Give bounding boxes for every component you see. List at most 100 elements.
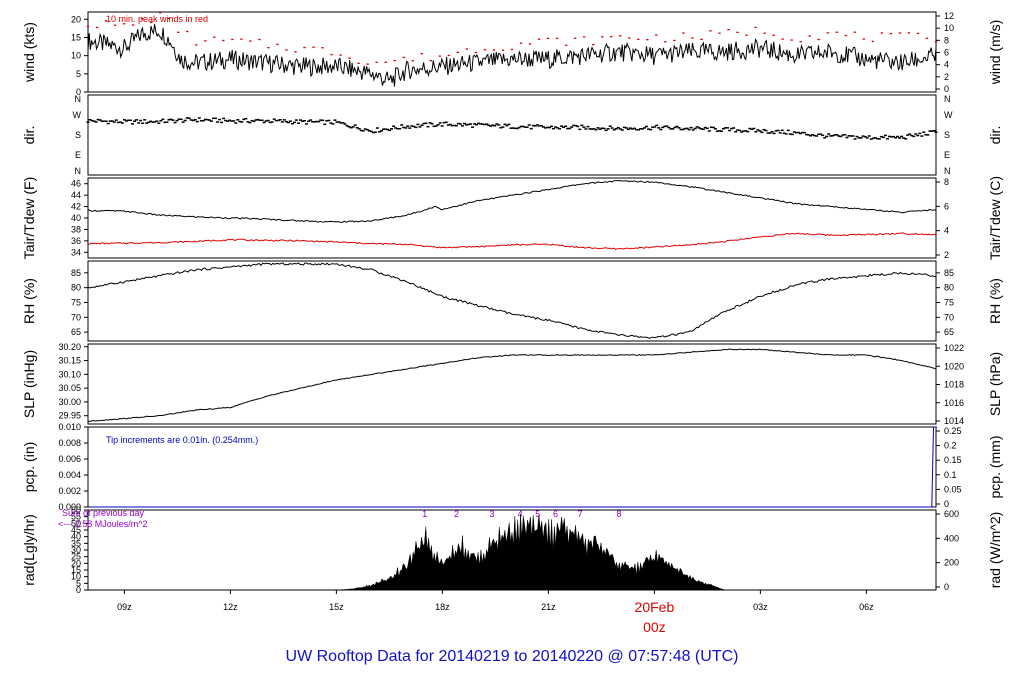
dir-point — [859, 137, 863, 139]
dir-point — [681, 128, 685, 131]
dir-point — [139, 119, 143, 122]
dir-point — [898, 137, 902, 139]
dir-point — [333, 119, 337, 121]
ylabel-left-temperature: Tair/Tdew (F) — [21, 177, 37, 259]
dir-point — [157, 122, 161, 124]
dir-point — [216, 121, 220, 123]
dir-point — [671, 128, 675, 130]
dir-point — [499, 126, 503, 129]
ytick-label-right: W — [944, 110, 953, 120]
ytick-label-right: 80 — [944, 283, 954, 293]
dir-point — [238, 120, 242, 123]
dir-point — [511, 127, 515, 129]
dir-point — [930, 130, 934, 132]
dir-point — [612, 129, 616, 131]
ytick-label-right: 0.1 — [944, 470, 957, 480]
ytick-label-right: 0 — [944, 499, 949, 509]
dir-point — [230, 120, 234, 122]
dir-point — [373, 131, 377, 133]
dir-point — [622, 126, 626, 129]
ytick-label-left: 0.006 — [58, 454, 81, 464]
dir-point — [914, 133, 918, 135]
dir-point — [179, 118, 183, 121]
dir-point — [388, 129, 392, 132]
ytick-label-left: 0.002 — [58, 486, 81, 496]
dir-point — [580, 124, 584, 127]
dir-point — [106, 122, 110, 125]
dir-point — [835, 134, 839, 136]
dir-point — [549, 125, 553, 128]
dir-point — [851, 135, 855, 137]
dir-point — [709, 126, 713, 129]
ytick-label-right: 0.2 — [944, 441, 957, 451]
dir-point — [800, 131, 804, 134]
dir-point — [906, 134, 910, 136]
dir-point — [693, 127, 697, 130]
dir-point — [317, 120, 321, 123]
dir-point — [432, 125, 436, 128]
dir-point — [305, 123, 309, 125]
dir-point — [547, 126, 551, 129]
dir-point — [422, 122, 426, 125]
dir-point — [568, 127, 572, 130]
dir-point — [232, 120, 236, 122]
dir-point — [798, 132, 802, 135]
dir-point — [744, 130, 748, 132]
dir-point — [894, 136, 898, 139]
dir-point — [588, 128, 592, 130]
dir-point — [505, 124, 509, 127]
dir-point — [641, 128, 645, 130]
annotation-wind: 10 min. peak winds in red — [106, 14, 208, 24]
ytick-label-left: 35 — [71, 538, 81, 548]
panel-frame-slp — [87, 343, 937, 425]
dir-point — [833, 134, 837, 136]
dir-point — [673, 126, 677, 129]
ytick-label-left: 45 — [71, 525, 81, 535]
rad-marker: 6 — [553, 509, 558, 519]
dir-point — [529, 127, 533, 130]
dir-point — [742, 130, 746, 132]
dir-point — [359, 129, 363, 132]
dir-point — [790, 133, 794, 136]
dir-point — [379, 130, 383, 132]
dir-point — [299, 119, 303, 121]
dir-point — [155, 120, 159, 122]
dir-point — [331, 123, 335, 125]
dir-point — [189, 119, 193, 121]
dir-point — [926, 134, 930, 136]
dir-point — [147, 121, 151, 124]
dir-point — [740, 131, 744, 133]
dir-point — [384, 128, 388, 130]
dir-point — [234, 122, 238, 124]
dir-point — [272, 118, 276, 120]
dir-point — [586, 125, 590, 128]
ytick-label-left: 5 — [76, 578, 81, 588]
rad-marker: 4 — [518, 509, 523, 519]
dir-point — [151, 121, 155, 123]
ytick-label-left: 34 — [71, 247, 81, 257]
ylabel-right-rh: RH (%) — [987, 278, 1003, 324]
dir-point — [819, 133, 823, 135]
dir-point — [256, 118, 260, 121]
dir-point — [908, 133, 912, 135]
dir-point — [679, 128, 683, 131]
page-title: UW Rooftop Data for 20140219 to 20140220… — [285, 648, 739, 665]
dir-point — [614, 128, 618, 130]
ytick-label-right: 85 — [944, 268, 954, 278]
ytick-label-left: W — [73, 110, 82, 120]
dir-point — [369, 130, 373, 133]
dir-point — [507, 123, 511, 126]
ytick-label-right: 12 — [944, 11, 954, 21]
dir-point — [827, 133, 831, 135]
dir-point — [891, 135, 895, 138]
ytick-label-right: 6 — [944, 201, 949, 211]
dir-point — [572, 124, 576, 127]
ytick-label-right: 4 — [944, 60, 949, 70]
dir-point — [483, 123, 487, 126]
dir-point — [167, 119, 171, 121]
dir-point — [764, 129, 768, 132]
dir-point — [418, 126, 422, 128]
dir-point — [209, 120, 213, 122]
ylabel-right-pcp: pcp. (mm) — [987, 436, 1003, 499]
dir-point — [578, 128, 582, 131]
